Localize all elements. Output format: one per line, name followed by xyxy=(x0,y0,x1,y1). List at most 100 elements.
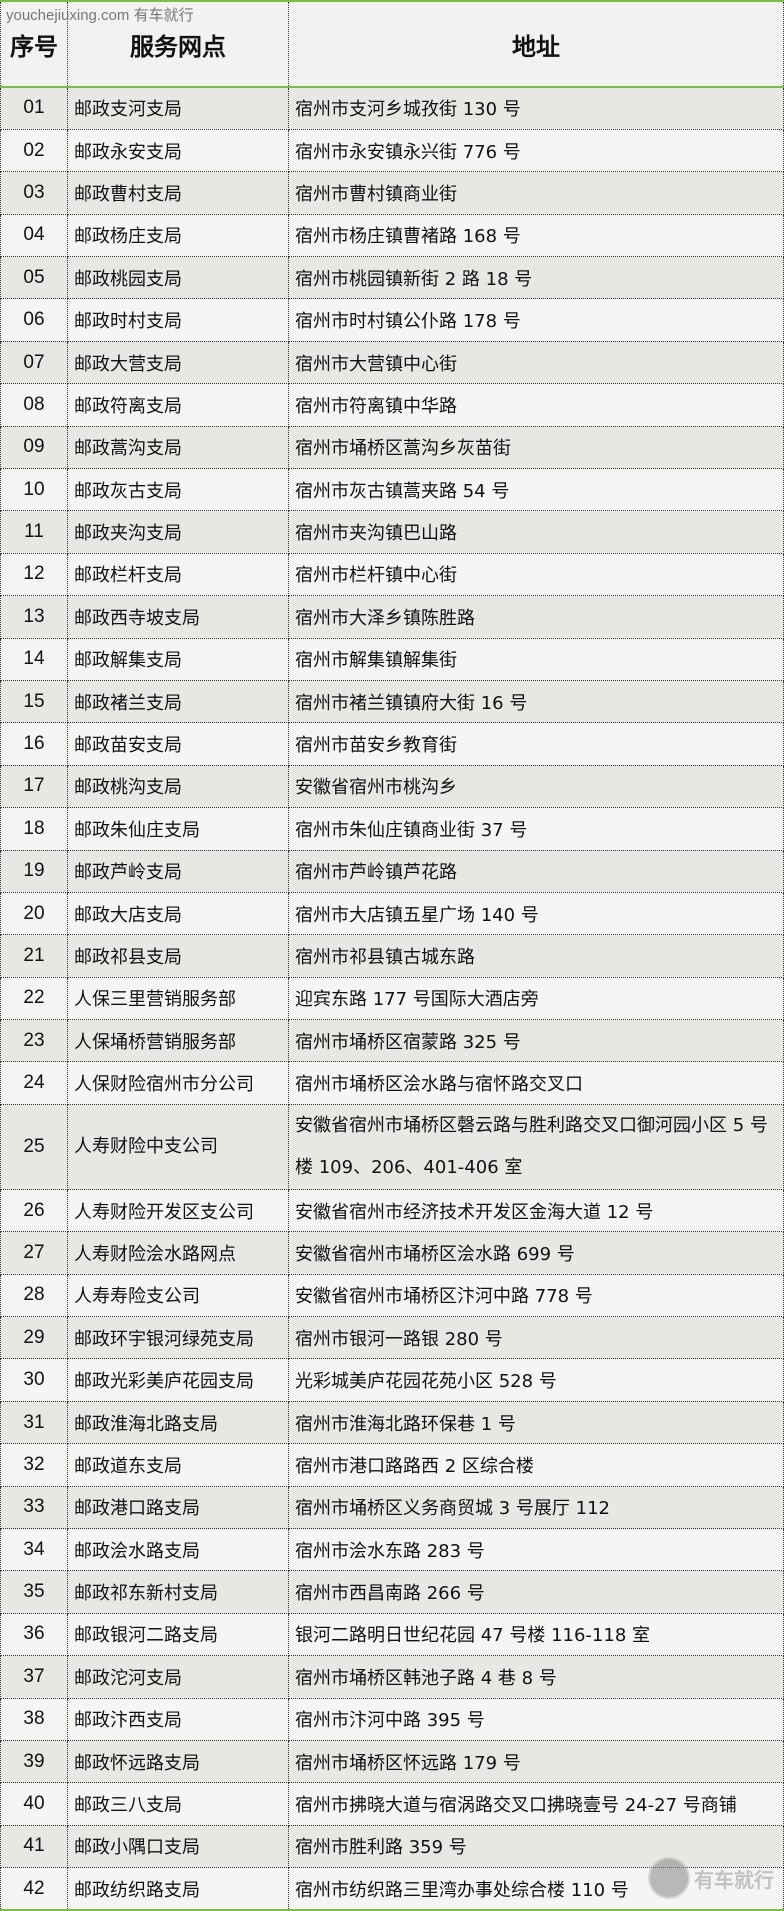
table-row: 37 邮政沱河支局 宿州市埇桥区韩池子路 4 巷 8 号 xyxy=(0,1655,784,1699)
watermark-logo: 有车就行 xyxy=(648,1857,774,1899)
cell-service-point: 邮政银河二路支局 xyxy=(67,1612,289,1657)
table-row: 20 邮政大店支局 宿州市大店镇五星广场 140 号 xyxy=(0,891,784,936)
cell-address: 宿州市纺织路三里湾办事处综合楼 110 号 xyxy=(288,1867,784,1911)
cell-number: 22 xyxy=(0,976,68,1021)
cell-number: 09 xyxy=(0,425,68,470)
table-row: 06 邮政时村支局 宿州市时村镇公仆路 178 号 xyxy=(0,298,784,342)
cell-address: 宿州市大店镇五星广场 140 号 xyxy=(288,891,784,936)
cell-address: 宿州市拂晓大道与宿涡路交叉口拂晓壹号 24-27 号商铺 xyxy=(288,1782,784,1826)
cell-number: 27 xyxy=(0,1231,68,1275)
cell-address: 宿州市朱仙庄镇商业街 37 号 xyxy=(288,807,784,851)
cell-address: 宿州市大泽乡镇陈胜路 xyxy=(288,595,784,639)
cell-service-point: 邮政灰古支局 xyxy=(67,468,289,512)
table-row: 15 邮政褚兰支局 宿州市褚兰镇镇府大街 16 号 xyxy=(0,679,784,724)
cell-service-point: 邮政光彩美庐花园支局 xyxy=(67,1358,289,1402)
cell-service-point: 邮政祁东新村支局 xyxy=(67,1570,289,1614)
cell-number: 21 xyxy=(0,934,68,978)
table-row: 29 邮政环宇银河绿苑支局 宿州市银河一路银 280 号 xyxy=(0,1316,784,1360)
cell-service-point: 邮政永安支局 xyxy=(67,128,289,173)
cell-address: 宿州市祁县镇古城东路 xyxy=(288,934,784,978)
cell-number: 29 xyxy=(0,1316,68,1360)
cell-service-point: 邮政淮海北路支局 xyxy=(67,1400,289,1445)
table-row: 32 邮政道东支局 宿州市港口路路西 2 区综合楼 xyxy=(0,1443,784,1487)
table-row: 12 邮政栏杆支局 宿州市栏杆镇中心街 xyxy=(0,552,784,597)
table-row: 17 邮政桃沟支局 安徽省宿州市桃沟乡 xyxy=(0,764,784,809)
cell-address: 宿州市埇桥区宿蒙路 325 号 xyxy=(288,1019,784,1063)
table-row: 14 邮政解集支局 宿州市解集镇解集街 xyxy=(0,637,784,681)
cell-service-point: 邮政曹村支局 xyxy=(67,171,289,215)
cell-address: 安徽省宿州市埇桥区汴河中路 778 号 xyxy=(288,1273,784,1318)
table-row: 19 邮政芦岭支局 宿州市芦岭镇芦花路 xyxy=(0,849,784,893)
table-row: 24 人保财险宿州市分公司 宿州市埇桥区浍水路与宿怀路交叉口 xyxy=(0,1061,784,1105)
table-row: 39 邮政怀远路支局 宿州市埇桥区怀远路 179 号 xyxy=(0,1739,784,1784)
cell-address: 宿州市银河一路银 280 号 xyxy=(288,1316,784,1360)
table-row: 07 邮政大营支局 宿州市大营镇中心街 xyxy=(0,340,784,385)
gear-shift-icon xyxy=(648,1857,690,1899)
cell-address: 银河二路明日世纪花园 47 号楼 116-118 室 xyxy=(288,1612,784,1657)
table-row: 01 邮政支河支局 宿州市支河乡城孜街 130 号 xyxy=(0,86,784,130)
cell-number: 07 xyxy=(0,340,68,385)
table-row: 23 人保埇桥营销服务部 宿州市埇桥区宿蒙路 325 号 xyxy=(0,1019,784,1063)
cell-address: 迎宾东路 177 号国际大酒店旁 xyxy=(288,976,784,1021)
cell-service-point: 邮政支河支局 xyxy=(67,86,289,130)
cell-service-point: 邮政祁县支局 xyxy=(67,934,289,978)
cell-number: 01 xyxy=(0,86,68,130)
cell-address: 宿州市褚兰镇镇府大街 16 号 xyxy=(288,679,784,724)
cell-number: 12 xyxy=(0,552,68,597)
cell-service-point: 邮政朱仙庄支局 xyxy=(67,807,289,851)
cell-number: 06 xyxy=(0,298,68,342)
cell-address: 宿州市胜利路 359 号 xyxy=(288,1824,784,1869)
cell-address: 宿州市时村镇公仆路 178 号 xyxy=(288,298,784,342)
cell-service-point: 邮政芦岭支局 xyxy=(67,849,289,893)
cell-number: 05 xyxy=(0,256,68,300)
table-row: 26 人寿财险开发区支公司 安徽省宿州市经济技术开发区金海大道 12 号 xyxy=(0,1188,784,1233)
table-row: 35 邮政祁东新村支局 宿州市西昌南路 266 号 xyxy=(0,1570,784,1614)
cell-address: 宿州市杨庄镇曹褚路 168 号 xyxy=(288,213,784,258)
cell-number: 39 xyxy=(0,1739,68,1784)
cell-number: 08 xyxy=(0,383,68,427)
watermark-text: youchejiuxing.com 有车就行 xyxy=(6,7,194,24)
cell-service-point: 人保财险宿州市分公司 xyxy=(67,1061,289,1105)
cell-service-point: 邮政三八支局 xyxy=(67,1782,289,1826)
cell-service-point: 邮政符离支局 xyxy=(67,383,289,427)
cell-address: 宿州市埇桥区浍水路与宿怀路交叉口 xyxy=(288,1061,784,1105)
cell-number: 32 xyxy=(0,1443,68,1487)
cell-address: 宿州市芦岭镇芦花路 xyxy=(288,849,784,893)
table-row: 33 邮政港口路支局 宿州市埇桥区义务商贸城 3 号展厅 112 xyxy=(0,1485,784,1530)
cell-service-point: 邮政时村支局 xyxy=(67,298,289,342)
cell-number: 37 xyxy=(0,1655,68,1699)
cell-address: 宿州市夹沟镇巴山路 xyxy=(288,510,784,554)
cell-number: 11 xyxy=(0,510,68,554)
cell-service-point: 人寿财险开发区支公司 xyxy=(67,1188,289,1233)
cell-service-point: 邮政汴西支局 xyxy=(67,1697,289,1741)
cell-number: 40 xyxy=(0,1782,68,1826)
table-row: 13 邮政西寺坡支局 宿州市大泽乡镇陈胜路 xyxy=(0,595,784,639)
cell-address: 安徽省宿州市桃沟乡 xyxy=(288,764,784,809)
cell-service-point: 邮政沱河支局 xyxy=(67,1655,289,1699)
table-row: 10 邮政灰古支局 宿州市灰古镇蒿夹路 54 号 xyxy=(0,468,784,512)
cell-number: 38 xyxy=(0,1697,68,1741)
cell-number: 31 xyxy=(0,1400,68,1445)
table-row: 03 邮政曹村支局 宿州市曹村镇商业街 xyxy=(0,171,784,215)
cell-number: 19 xyxy=(0,849,68,893)
cell-number: 24 xyxy=(0,1061,68,1105)
header-row: 序号 服务网点 地址 xyxy=(0,0,784,88)
cell-service-point: 邮政港口路支局 xyxy=(67,1485,289,1530)
cell-service-point: 人保三里营销服务部 xyxy=(67,976,289,1021)
table-row: 16 邮政苗安支局 宿州市苗安乡教育街 xyxy=(0,722,784,766)
table-row: 27 人寿财险浍水路网点 安徽省宿州市埇桥区浍水路 699 号 xyxy=(0,1231,784,1275)
cell-number: 20 xyxy=(0,891,68,936)
cell-service-point: 邮政怀远路支局 xyxy=(67,1739,289,1784)
cell-service-point: 邮政大营支局 xyxy=(67,340,289,385)
cell-address: 宿州市埇桥区蒿沟乡灰苗街 xyxy=(288,425,784,470)
cell-address: 宿州市埇桥区怀远路 179 号 xyxy=(288,1739,784,1784)
cell-service-point: 邮政大店支局 xyxy=(67,891,289,936)
table-row: 09 邮政蒿沟支局 宿州市埇桥区蒿沟乡灰苗街 xyxy=(0,425,784,470)
cell-service-point: 邮政解集支局 xyxy=(67,637,289,681)
table-row: 18 邮政朱仙庄支局 宿州市朱仙庄镇商业街 37 号 xyxy=(0,807,784,851)
cell-number: 23 xyxy=(0,1019,68,1063)
cell-service-point: 邮政栏杆支局 xyxy=(67,552,289,597)
cell-service-point: 邮政浍水路支局 xyxy=(67,1527,289,1572)
cell-service-point: 邮政蒿沟支局 xyxy=(67,425,289,470)
